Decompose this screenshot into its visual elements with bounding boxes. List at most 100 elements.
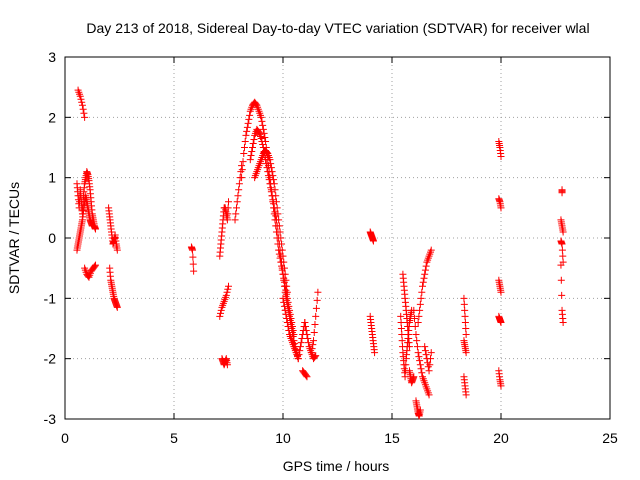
data-point — [413, 337, 421, 345]
data-point — [310, 329, 318, 337]
y-axis-label: SDTVAR / TECUs — [6, 182, 22, 294]
data-point — [240, 144, 248, 151]
data-point — [276, 228, 284, 236]
data-point — [92, 261, 100, 269]
data-point — [223, 216, 231, 224]
grid — [65, 57, 610, 419]
data-point — [224, 204, 232, 212]
y-tick-label: -2 — [44, 351, 57, 367]
data-point — [249, 139, 257, 147]
data-point — [245, 115, 253, 123]
data-point — [461, 312, 469, 320]
data-point — [267, 160, 275, 168]
data-point — [281, 270, 289, 278]
data-point — [283, 314, 291, 322]
data-point — [558, 240, 566, 248]
data-point — [232, 204, 240, 212]
data-point — [275, 222, 283, 230]
data-point — [278, 240, 286, 248]
data-point — [397, 312, 405, 320]
data-point — [281, 306, 289, 314]
data-point — [310, 337, 318, 345]
data-point — [274, 210, 282, 218]
data-point — [189, 246, 197, 254]
data-point — [248, 144, 256, 151]
data-point — [410, 373, 418, 381]
data-point — [411, 322, 419, 330]
data-point — [497, 318, 505, 326]
data-point — [79, 105, 87, 113]
x-tick-label: 15 — [384, 430, 400, 446]
data-point — [244, 119, 252, 127]
data-point — [296, 347, 304, 355]
chart-title: Day 213 of 2018, Sidereal Day-to-day VTE… — [86, 20, 589, 36]
data-point — [239, 158, 247, 166]
data-point — [283, 282, 291, 290]
data-point — [78, 98, 86, 106]
data-point — [416, 357, 424, 365]
data-point — [421, 266, 429, 274]
data-point — [280, 302, 288, 310]
data-point — [258, 137, 266, 145]
y-tick-label: -1 — [44, 290, 57, 306]
data-point — [559, 252, 567, 260]
data-point — [263, 149, 271, 157]
data-point — [419, 282, 427, 290]
data-point — [235, 180, 243, 188]
data-point — [422, 262, 430, 270]
data-point — [234, 192, 242, 200]
data-point — [257, 134, 265, 142]
data-point — [277, 234, 285, 242]
data-point — [416, 306, 424, 314]
data-point — [427, 246, 435, 254]
data-point — [89, 222, 97, 230]
data-point — [189, 260, 197, 268]
data-point — [76, 92, 84, 100]
data-point — [273, 204, 281, 212]
y-tick-label: 2 — [48, 109, 56, 125]
data-point — [411, 314, 419, 322]
data-points — [73, 86, 567, 420]
data-point — [309, 341, 317, 349]
x-tick-label: 5 — [170, 430, 178, 446]
data-point — [81, 113, 89, 121]
data-point — [302, 327, 310, 335]
data-point — [313, 296, 321, 304]
data-point — [267, 188, 275, 196]
data-point — [217, 306, 225, 314]
data-point — [422, 351, 430, 359]
data-point — [235, 186, 243, 194]
data-point — [461, 318, 469, 326]
y-tick-label: 1 — [48, 170, 56, 186]
data-point — [558, 291, 566, 299]
data-point — [269, 196, 277, 204]
data-point — [283, 288, 291, 296]
y-tick-label: 0 — [48, 230, 56, 246]
data-point — [275, 216, 283, 224]
data-point — [283, 318, 291, 326]
data-point — [280, 264, 288, 272]
data-point — [247, 152, 255, 160]
data-point — [232, 210, 240, 218]
x-tick-label: 0 — [61, 430, 69, 446]
x-tick-label: 25 — [602, 430, 618, 446]
data-point — [78, 101, 86, 109]
data-point — [259, 125, 267, 133]
data-point — [233, 198, 241, 206]
data-point — [425, 367, 433, 375]
data-point — [398, 337, 406, 345]
data-point — [415, 353, 423, 361]
data-point — [77, 95, 85, 103]
data-point — [462, 391, 470, 399]
data-point — [427, 349, 435, 357]
data-point — [258, 117, 266, 125]
data-point — [224, 210, 232, 218]
data-point — [416, 406, 424, 414]
data-point — [279, 294, 287, 302]
data-point — [314, 288, 322, 296]
data-point — [243, 123, 251, 131]
data-point — [238, 166, 246, 174]
data-point — [260, 129, 268, 137]
y-axis-ticks: -3 -2 -1 0 1 2 3 — [44, 49, 610, 427]
data-point — [217, 309, 225, 317]
